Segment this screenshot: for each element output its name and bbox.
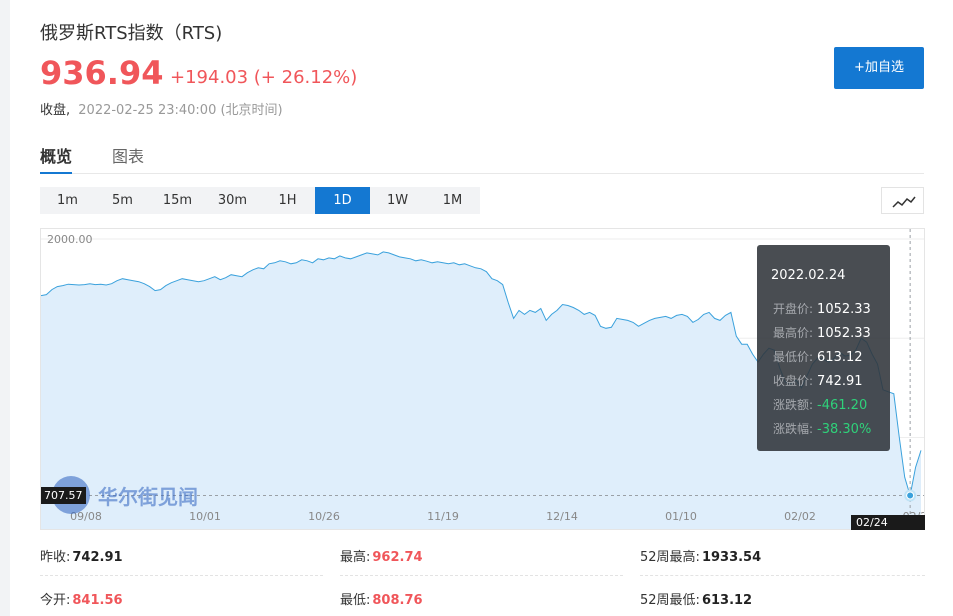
chart-type-button[interactable] xyxy=(881,187,924,214)
watermark: 华尔街见闻 xyxy=(52,476,222,514)
close-status: 收盘, 2022-02-25 23:40:00 (北京时间) xyxy=(40,99,283,118)
tooltip-row: 涨跌额: -461.20 xyxy=(773,396,867,413)
stat-label: 最高: xyxy=(340,550,371,565)
tooltip-date: 2022.02.24 xyxy=(771,268,846,283)
tooltip-value: 742.91 xyxy=(817,374,863,389)
stat-value: 808.76 xyxy=(372,593,423,608)
stat-52w-low: 52周最低: 613.12 xyxy=(640,583,925,616)
tooltip-value: 1052.33 xyxy=(817,302,871,317)
hover-date-label: 02/24 xyxy=(851,515,925,530)
tooltip-label: 收盘价: xyxy=(773,374,814,388)
x-tick-label: 02/02 xyxy=(784,510,816,523)
tooltip-row: 最低价: 613.12 xyxy=(773,348,863,365)
stat-label: 今开: xyxy=(40,593,71,608)
index-title: 俄罗斯RTS指数（RTS) xyxy=(40,23,223,44)
tooltip-row: 涨跌幅: -38.30% xyxy=(773,420,871,437)
stat-label: 52周最高: xyxy=(640,550,700,565)
period-1d[interactable]: 1D xyxy=(315,187,370,214)
period-5m[interactable]: 5m xyxy=(112,193,133,208)
tooltip-label: 涨跌额: xyxy=(773,398,814,412)
x-tick-label: 10/26 xyxy=(308,510,340,523)
stat-prev-close: 昨收: 742.91 xyxy=(40,540,323,576)
y-tick-label: 2000.00 xyxy=(47,233,93,246)
x-tick-label: 09/08 xyxy=(70,510,102,523)
tooltip-row: 开盘价: 1052.33 xyxy=(773,300,871,317)
period-1m[interactable]: 1m xyxy=(57,193,78,208)
line-chart-icon xyxy=(892,196,916,208)
stat-high: 最高: 962.74 xyxy=(340,540,623,576)
active-tab-indicator xyxy=(40,172,72,174)
watermark-text: 华尔街见闻 xyxy=(98,485,198,509)
current-value-label: 707.57 xyxy=(41,487,86,504)
period-30m[interactable]: 30m xyxy=(217,193,248,208)
tooltip-value: 1052.33 xyxy=(817,326,871,341)
x-tick-label: 01/10 xyxy=(665,510,697,523)
tab-bar: 概览 图表 xyxy=(40,140,924,174)
series-area xyxy=(41,251,921,529)
stat-label: 52周最低: xyxy=(640,593,700,608)
chart-tooltip: 2022.02.24 开盘价: 1052.33 最高价: 1052.33 最低价: 6… xyxy=(757,245,890,451)
close-status-label: 收盘, xyxy=(40,103,71,118)
x-tick-label: 10/01 xyxy=(189,510,221,523)
left-sidebar-strip xyxy=(0,0,10,616)
price-change: +194.03 (+ 26.12%) xyxy=(170,67,358,88)
stat-value: 962.74 xyxy=(372,550,423,565)
stat-52w-high: 52周最高: 1933.54 xyxy=(640,540,925,576)
stat-label: 昨收: xyxy=(40,550,71,565)
tooltip-label: 最低价: xyxy=(773,350,814,364)
tooltip-row: 最高价: 1052.33 xyxy=(773,324,871,341)
tooltip-row: 收盘价: 742.91 xyxy=(773,372,863,389)
tooltip-value: 613.12 xyxy=(817,350,863,365)
period-selector: 1m 5m 15m 30m 1H 1D 1W 1M xyxy=(40,187,480,214)
stat-low: 最低: 808.76 xyxy=(340,583,623,616)
chart-svg: 2000.001500.001000.0009/0810/0110/2611/1… xyxy=(41,229,924,529)
tooltip-label: 涨跌幅: xyxy=(773,422,814,436)
stat-open: 今开: 841.56 xyxy=(40,583,323,616)
hover-point xyxy=(906,491,915,500)
stat-value: 742.91 xyxy=(72,550,123,565)
period-1mo[interactable]: 1M xyxy=(442,193,463,208)
stat-value: 841.56 xyxy=(72,593,123,608)
add-to-watchlist-button[interactable]: +加自选 xyxy=(834,47,924,89)
tab-overview[interactable]: 概览 xyxy=(40,147,73,166)
current-price: 936.94 xyxy=(40,54,164,92)
tooltip-label: 开盘价: xyxy=(773,302,814,316)
stat-value: 613.12 xyxy=(701,593,753,608)
x-tick-label: 11/19 xyxy=(427,510,459,523)
period-1w[interactable]: 1W xyxy=(386,193,409,208)
period-1h[interactable]: 1H xyxy=(278,193,297,208)
tab-chart[interactable]: 图表 xyxy=(112,147,145,166)
x-tick-label: 12/14 xyxy=(546,510,578,523)
stat-label: 最低: xyxy=(340,593,371,608)
close-status-time: 2022-02-25 23:40:00 (北京时间) xyxy=(78,103,283,118)
tooltip-value: -38.30% xyxy=(817,422,872,437)
period-15m[interactable]: 15m xyxy=(162,193,193,208)
stat-value: 1933.54 xyxy=(701,550,762,565)
tooltip-value: -461.20 xyxy=(817,398,868,413)
tooltip-label: 最高价: xyxy=(773,326,814,340)
stats-panel: 昨收: 742.91 最高: 962.74 52周最高: 1933.54 今开: 841… xyxy=(40,540,925,616)
